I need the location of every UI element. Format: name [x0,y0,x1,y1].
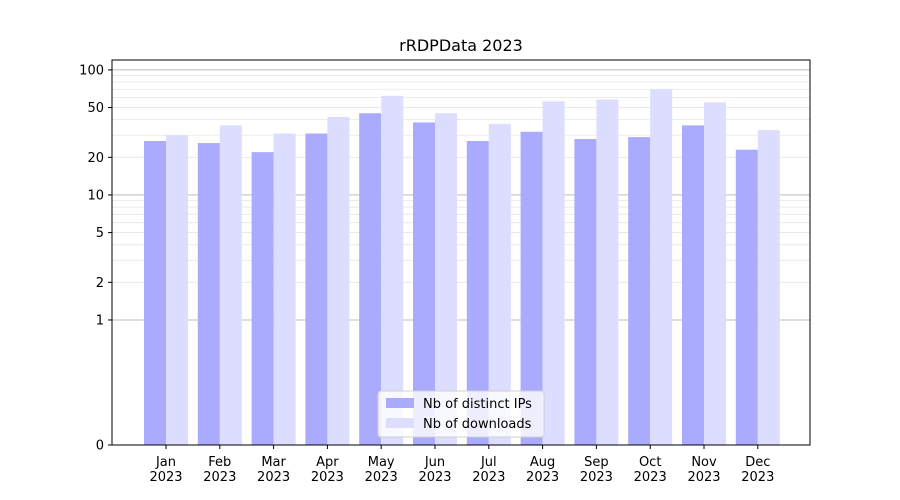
bar-ips [359,113,382,445]
bar-downloads [596,99,619,446]
bar-downloads [435,113,457,445]
bar-downloads [381,95,404,446]
bar-downloads [166,135,188,445]
bar-downloads [757,130,780,445]
x-tick-label: Apr [316,455,339,470]
legend-label: Nb of downloads [423,417,532,432]
y-tick-label: 10 [87,188,104,203]
x-tick-label: Nov [691,455,717,470]
x-tick-label: 2023 [634,470,667,485]
y-tick-label: 50 [87,101,104,116]
bar-ips [574,139,597,445]
legend-label: Nb of distinct IPs [423,397,532,412]
x-tick-label: Jan [155,455,176,470]
x-tick-label: 2023 [311,470,344,485]
y-tick-label: 5 [96,226,104,241]
x-tick-label: Oct [639,455,661,470]
bar-ips [197,143,220,445]
bar-downloads [327,117,350,445]
bar-downloads [650,89,673,445]
x-tick-label: Aug [530,455,555,470]
x-tick-label: 2023 [149,470,182,485]
bar-ips [735,149,758,446]
x-tick-label: Sep [584,455,609,470]
bar-downloads [219,125,242,445]
x-tick-label: Jul [480,455,497,470]
legend-box [377,390,545,438]
x-tick-label: 2023 [580,470,613,485]
bar-downloads [273,133,296,445]
bar-downloads [704,102,726,445]
x-tick-label: Mar [261,455,286,470]
plot-frame [111,59,811,446]
bars [144,89,780,446]
bar-ips [466,140,489,445]
x-tick-label: May [368,455,395,470]
bar-ips [305,133,328,445]
x-tick-label: 2023 [203,470,236,485]
x-tick-label: 2023 [418,470,451,485]
x-tick-label: Jun [424,455,445,470]
chart-title: rRDPData 2023 [399,36,523,55]
y-tick-label: 0 [96,439,104,454]
y-tick-label: 2 [96,276,104,291]
legend-swatch [386,398,414,408]
x-tick-label: 2023 [257,470,290,485]
y-axis: 0 1 2 5 10 20 50 100 [79,63,112,454]
bar-ips [413,122,435,445]
x-tick-label: Feb [208,455,231,470]
y-tick-label: 20 [87,151,104,166]
bar-ips [628,137,651,445]
y-tick-label: 100 [79,63,104,78]
x-tick-label: 2023 [687,470,720,485]
legend: Nb of distinct IPs Nb of downloads [377,390,545,438]
y-tick-label: 1 [96,313,104,328]
x-tick-label: Dec [745,455,770,470]
x-axis: Jan2023Feb2023Mar2023Apr2023May2023Jun20… [149,445,774,485]
bar-ips [520,131,543,445]
bar-downloads [542,101,565,445]
bar-ips [682,125,704,445]
bar-ips [144,140,166,445]
x-tick-label: 2023 [472,470,505,485]
legend-swatch [386,418,414,428]
x-tick-label: 2023 [365,470,398,485]
x-tick-label: 2023 [526,470,559,485]
bar-downloads [488,123,511,445]
bar-ips [251,152,274,445]
x-tick-label: 2023 [741,470,774,485]
